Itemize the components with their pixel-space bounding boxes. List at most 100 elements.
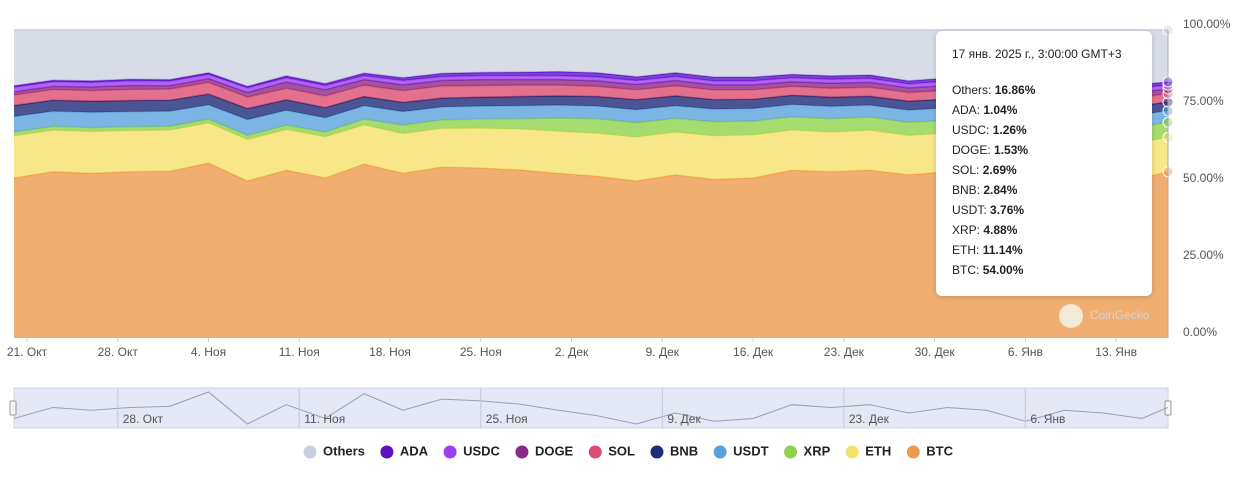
tooltip-value: 16.86%	[995, 83, 1036, 97]
tooltip-name: USDT:	[952, 203, 987, 217]
tooltip-name: ADA:	[952, 103, 980, 117]
x-tick-label: 28. Окт	[98, 345, 139, 359]
x-tick-label: 9. Дек	[646, 345, 680, 359]
legend-swatch	[784, 445, 798, 459]
tooltip-name: USDC:	[952, 123, 989, 137]
tooltip-name: DOGE:	[952, 143, 991, 157]
legend-label: ADA	[400, 443, 429, 458]
tooltip-row: ETH: 11.14%	[952, 243, 1023, 257]
legend-item[interactable]: XRP	[784, 443, 831, 459]
tooltip-title: 17 янв. 2025 г., 3:00:00 GMT+3	[952, 47, 1122, 61]
y-tick-label: 100.00%	[1183, 17, 1231, 31]
watermark: CoinGecko	[1090, 308, 1150, 322]
legend-item[interactable]: SOL	[588, 443, 635, 459]
tooltip-value: 2.84%	[983, 183, 1017, 197]
legend-swatch	[515, 445, 529, 459]
tooltip-name: ETH:	[952, 243, 979, 257]
legend-item[interactable]: ADA	[380, 443, 429, 459]
area	[14, 30, 1168, 87]
tooltip-row: Others: 16.86%	[952, 83, 1036, 97]
tooltip-row: DOGE: 1.53%	[952, 143, 1028, 157]
navigator-tick-label: 23. Дек	[849, 412, 890, 426]
legend-label: ETH	[865, 443, 891, 458]
legend-item[interactable]: BTC	[906, 443, 954, 459]
tooltip-row: BTC: 54.00%	[952, 263, 1024, 277]
tooltip-name: SOL:	[952, 163, 979, 177]
x-tick-label: 2. Дек	[555, 345, 589, 359]
navigator-tick-label: 9. Дек	[667, 412, 701, 426]
tooltip-row: ADA: 1.04%	[952, 103, 1018, 117]
legend-label: USDT	[733, 443, 768, 458]
tooltip-value: 1.04%	[983, 103, 1017, 117]
navigator-tick-label: 6. Янв	[1030, 412, 1065, 426]
legend-label: USDC	[463, 443, 500, 458]
legend: Others ADA USDC DOGE SOL BNB USDT XRP ETH BTC	[303, 443, 954, 459]
tooltip-name: Others:	[952, 83, 991, 97]
navigator-tick-label: 25. Ноя	[486, 412, 528, 426]
tooltip-row: SOL: 2.69%	[952, 163, 1017, 177]
tooltip-row: USDT: 3.76%	[952, 203, 1024, 217]
legend-label: DOGE	[535, 443, 574, 458]
x-tick-label: 18. Ноя	[369, 345, 411, 359]
legend-label: XRP	[804, 443, 831, 458]
y-tick-label: 75.00%	[1183, 94, 1224, 108]
area	[14, 116, 1168, 143]
area	[14, 104, 1168, 136]
x-tick-label: 11. Ноя	[279, 345, 320, 359]
tooltip-value: 1.53%	[994, 143, 1028, 157]
legend-swatch	[303, 445, 317, 459]
tooltip-name: BTC:	[952, 263, 979, 277]
navigator-handle[interactable]	[9, 400, 17, 416]
tooltip-value: 2.69%	[983, 163, 1017, 177]
area	[14, 123, 1168, 181]
x-tick-label: 23. Дек	[824, 345, 865, 359]
legend-item[interactable]: ETH	[845, 443, 892, 459]
legend-item[interactable]: BNB	[650, 443, 698, 459]
legend-label: BNB	[670, 443, 698, 458]
legend-swatch	[380, 445, 394, 459]
tooltip-row: XRP: 4.88%	[952, 223, 1018, 237]
navigator[interactable]: 28. Окт 11. Ноя 25. Ноя 9. Дек 23. Дек 6. Янв	[9, 387, 1172, 429]
area	[14, 163, 1168, 338]
y-tick-label: 50.00%	[1183, 171, 1224, 185]
tooltip-value: 3.76%	[990, 203, 1024, 217]
tooltip-row: BNB: 2.84%	[952, 183, 1018, 197]
x-tick-label: 21. Окт	[7, 345, 48, 359]
tooltip-value: 54.00%	[983, 263, 1024, 277]
tooltip-row: USDC: 1.26%	[952, 123, 1027, 137]
tooltip-name: XRP:	[952, 223, 980, 237]
tooltip-name: BNB:	[952, 183, 980, 197]
x-tick-label: 6. Янв	[1008, 345, 1043, 359]
x-tick-label: 4. Ноя	[191, 345, 226, 359]
tooltip-value: 4.88%	[983, 223, 1017, 237]
y-tick-label: 25.00%	[1183, 248, 1224, 262]
tooltip-value: 1.26%	[993, 123, 1027, 137]
legend-label: BTC	[926, 443, 953, 458]
legend-swatch	[650, 445, 664, 459]
x-tick-label: 13. Янв	[1095, 345, 1137, 359]
legend-item[interactable]: USDC	[443, 443, 501, 459]
watermark-logo	[1059, 304, 1083, 328]
navigator-tick-label: 11. Ноя	[304, 412, 345, 426]
tooltip-box	[936, 31, 1152, 296]
navigator-handle[interactable]	[1164, 400, 1172, 416]
x-tick-label: 25. Ноя	[460, 345, 502, 359]
tooltip-value: 11.14%	[983, 243, 1023, 257]
legend-item[interactable]: Others	[303, 443, 365, 459]
y-tick-label: 0.00%	[1183, 325, 1217, 339]
navigator-tick-label: 28. Окт	[123, 412, 164, 426]
navigator-line	[13, 391, 1169, 425]
legend-label: Others	[323, 443, 365, 458]
legend-swatch	[588, 445, 602, 459]
legend-item[interactable]: DOGE	[515, 443, 574, 459]
navigator-frame[interactable]	[13, 387, 1169, 429]
legend-swatch	[713, 445, 727, 459]
legend-swatch	[845, 445, 859, 459]
area	[14, 94, 1168, 120]
x-tick-label: 30. Дек	[915, 345, 956, 359]
legend-item[interactable]: USDT	[713, 443, 769, 459]
legend-label: SOL	[608, 443, 635, 458]
legend-swatch	[906, 445, 920, 459]
tooltip: 17 янв. 2025 г., 3:00:00 GMT+3 Others: 1…	[936, 31, 1152, 296]
